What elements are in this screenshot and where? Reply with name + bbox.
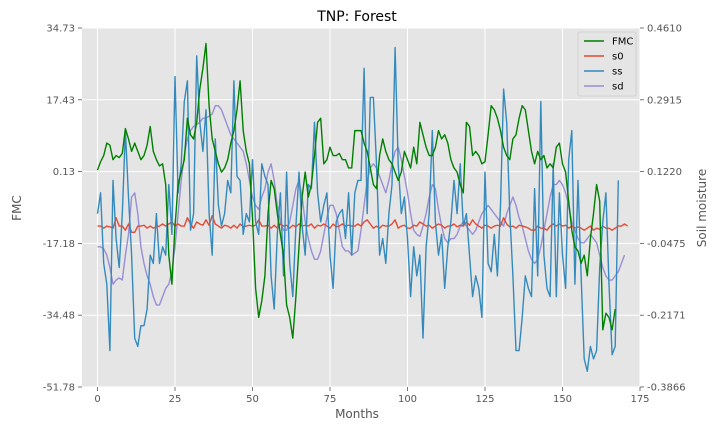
right-y-tick-label: 0.4610 xyxy=(647,24,682,35)
right-y-tick-label: -0.0475 xyxy=(647,239,686,250)
right-y-tick-label: -0.3866 xyxy=(647,383,686,394)
left-y-tick-label: 34.73 xyxy=(46,24,75,35)
left-y-tick-label: -34.48 xyxy=(43,311,75,322)
right-y-axis-label: Soil moisture xyxy=(695,169,709,247)
left-y-tick-label: -17.18 xyxy=(43,239,75,250)
series-lines xyxy=(96,42,628,373)
right-y-axis-ticks: 0.4610 0.2915 0.1220 -0.0475 -0.2171 -0.3866 xyxy=(640,24,686,394)
legend-label-fmc: FMC xyxy=(612,37,633,48)
x-tick-label: 125 xyxy=(475,394,494,405)
legend-box xyxy=(577,31,637,97)
x-tick-label: 25 xyxy=(169,394,182,405)
x-tick-label: 50 xyxy=(246,394,259,405)
left-y-tick-label: 0.13 xyxy=(53,167,75,178)
x-tick-label: 150 xyxy=(553,394,572,405)
series-line-fmc xyxy=(96,42,616,339)
left-y-axis-label: FMC xyxy=(10,195,24,221)
legend-label-sd: sd xyxy=(612,82,624,93)
series-line-ss xyxy=(96,46,619,373)
right-y-tick-label: -0.2171 xyxy=(647,311,686,322)
legend-label-s0: s0 xyxy=(612,52,624,63)
x-tick-label: 0 xyxy=(94,394,100,405)
x-axis-ticks: 0 25 50 75 100 125 150 175 xyxy=(94,387,650,405)
left-y-tick-label: 17.43 xyxy=(46,95,75,106)
x-tick-label: 75 xyxy=(324,394,337,405)
right-y-tick-label: 0.2915 xyxy=(647,95,682,106)
x-tick-label: 100 xyxy=(398,394,417,405)
x-tick-label: 175 xyxy=(630,394,649,405)
legend-label-ss: ss xyxy=(612,67,622,78)
chart-title: TNP: Forest xyxy=(316,9,397,25)
plot-background xyxy=(82,28,640,387)
left-y-tick-label: -51.78 xyxy=(43,383,75,394)
x-axis-label: Months xyxy=(335,407,379,421)
legend: FMC s0 ss sd xyxy=(577,31,637,97)
left-y-axis-ticks: 34.73 17.43 0.13 -17.18 -34.48 -51.78 xyxy=(43,24,82,394)
right-y-tick-label: 0.1220 xyxy=(647,167,682,178)
